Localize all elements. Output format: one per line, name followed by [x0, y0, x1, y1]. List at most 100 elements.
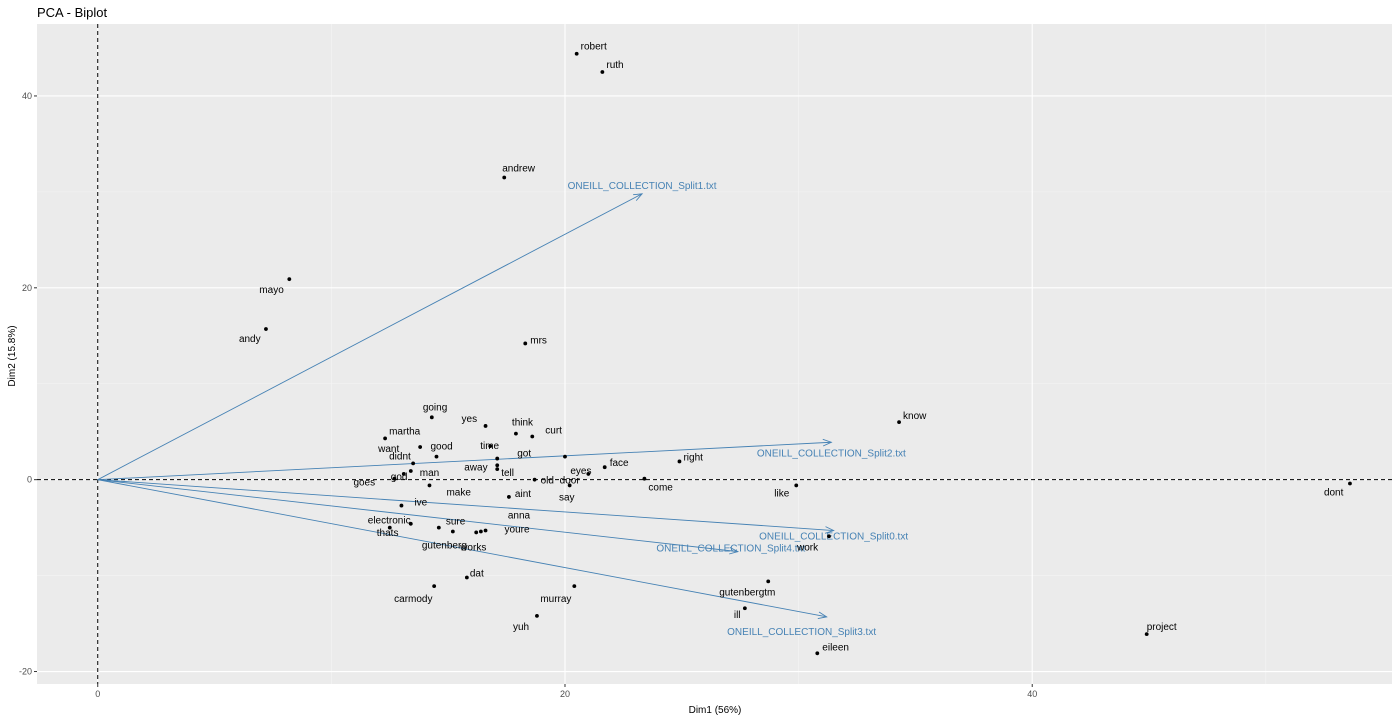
- individual-points: robert ruth andrew mayo andy mrs know going yes t…: [239, 42, 1352, 656]
- variable-arrow: [97, 479, 834, 531]
- variable-arrow: [97, 193, 643, 481]
- point-god: [401, 472, 406, 476]
- point-label-man: man: [420, 468, 439, 479]
- variable-arrow-head: [729, 546, 740, 555]
- point-face: [602, 465, 607, 470]
- point-label-yes: yes: [462, 414, 478, 425]
- point-going: [429, 415, 434, 420]
- y-tick-label: 0: [27, 475, 32, 485]
- point-want: [418, 445, 423, 449]
- point-label-andy: andy: [239, 334, 261, 345]
- chart-title: PCA - Biplot: [37, 5, 107, 20]
- point-man: [408, 469, 413, 473]
- point-label-got: got: [517, 449, 531, 460]
- point-like: [794, 483, 799, 488]
- point-thats: [408, 521, 413, 526]
- point-works: [474, 530, 479, 535]
- point-dont: [1348, 481, 1352, 486]
- point-label-andrew: andrew: [502, 163, 536, 174]
- x-tick-label: 0: [95, 689, 100, 699]
- point-label-dat: dat: [470, 569, 484, 580]
- variable-arrow-head: [822, 438, 833, 447]
- y-axis-title: Dim2 (15.8%): [7, 325, 18, 386]
- point-label-gutenberg: gutenberg: [422, 540, 467, 551]
- point-label-ruth: ruth: [606, 60, 623, 71]
- point-label-work: work: [796, 542, 819, 553]
- point-label-think: think: [512, 418, 534, 429]
- point-think: [514, 431, 518, 436]
- point-label-gutenbergtm: gutenbergtm: [719, 587, 775, 598]
- point-label-want: want: [377, 444, 399, 455]
- point-eileen: [815, 651, 820, 656]
- point-label-mrs: mrs: [530, 335, 547, 346]
- x-axis-title: Dim1 (56%): [689, 705, 742, 716]
- point-label-ive: ive: [414, 498, 427, 509]
- point-label-yuh: yuh: [513, 622, 529, 633]
- variable-label: ONEILL_COLLECTION_Split3.txt: [727, 627, 876, 638]
- point-label-robert: robert: [581, 42, 607, 53]
- point-label-project: project: [1147, 622, 1177, 633]
- point-dat: [464, 575, 469, 580]
- point-label-door: door: [560, 475, 581, 486]
- point-time: [488, 444, 493, 448]
- point-ive: [399, 503, 404, 508]
- point-label-aint: aint: [515, 489, 531, 500]
- point-label-dont: dont: [1324, 488, 1344, 499]
- point-yuh: [535, 613, 539, 618]
- reference-lines: [37, 24, 1392, 684]
- point-away: [495, 463, 500, 468]
- point-curt: [530, 434, 535, 439]
- point-good: [434, 454, 439, 459]
- point-anna: [478, 529, 483, 534]
- point-label-murray: murray: [540, 594, 571, 605]
- point-label-know: know: [903, 411, 927, 422]
- point-label-right: right: [683, 452, 703, 463]
- point-work: [827, 534, 831, 539]
- point-label-say: say: [559, 493, 575, 504]
- variable-label: ONEILL_COLLECTION_Split2.txt: [757, 448, 906, 459]
- point-martha: [383, 436, 387, 441]
- point-gutenberg: [450, 529, 455, 534]
- point-ruth: [600, 70, 605, 74]
- point-mayo: [287, 277, 292, 282]
- point-goes: [392, 476, 397, 481]
- point-label-goes: goes: [353, 478, 375, 489]
- variable-arrow-head: [824, 526, 835, 534]
- variable-label: ONEILL_COLLECTION_Split4.txt: [656, 544, 805, 555]
- point-mrs: [523, 341, 528, 346]
- point-label-eyes: eyes: [570, 466, 591, 477]
- point-label-old: old: [541, 476, 554, 487]
- point-come: [642, 476, 647, 481]
- x-tick-label: 40: [1027, 689, 1037, 699]
- point-label-ill: ill: [734, 610, 741, 621]
- point-robert: [574, 51, 579, 56]
- point-label-good: good: [430, 442, 452, 453]
- point-label-martha: martha: [389, 426, 421, 437]
- point-youre: [483, 528, 488, 533]
- point-andrew: [502, 175, 507, 180]
- point-carmody: [432, 584, 437, 589]
- point-yes: [483, 424, 488, 428]
- point-label-electronic: electronic: [368, 516, 411, 527]
- point-label-like: like: [774, 488, 789, 499]
- point-label-didnt: didnt: [389, 451, 411, 462]
- variable-arrows: ONEILL_COLLECTION_Split1.txt ONEILL_COLLE…: [97, 181, 908, 638]
- point-label-away: away: [464, 462, 487, 473]
- point-label-youre: youre: [505, 525, 530, 536]
- point-sure: [436, 525, 441, 530]
- point-old: [532, 477, 537, 482]
- x-axis-ticks: 0 20 40: [95, 684, 1037, 699]
- point-didnt: [411, 461, 416, 466]
- point-eyes: [586, 472, 591, 476]
- variable-arrow-head: [817, 611, 828, 620]
- point-make: [427, 483, 432, 488]
- grid-minor: [37, 24, 1392, 684]
- point-right: [677, 459, 682, 464]
- y-tick-label: 20: [22, 283, 32, 293]
- point-label-tell: tell: [501, 468, 514, 479]
- point-label-works: works: [459, 542, 486, 553]
- point-label-time: time: [480, 441, 499, 452]
- variable-label: ONEILL_COLLECTION_Split0.txt: [759, 532, 908, 543]
- point-label-thats: thats: [377, 528, 399, 539]
- point-label-come: come: [648, 483, 673, 494]
